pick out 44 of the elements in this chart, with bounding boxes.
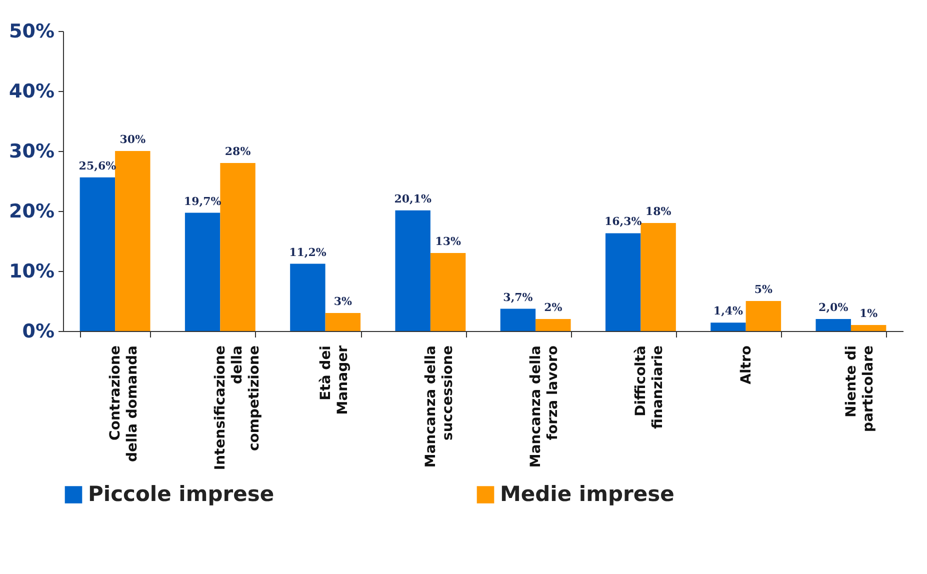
bar <box>746 301 782 331</box>
data-label: 28% <box>224 145 252 158</box>
data-label: 2,0% <box>818 301 849 314</box>
bar <box>500 308 536 331</box>
bar <box>395 210 430 331</box>
data-label: 18% <box>645 205 672 218</box>
bar <box>850 325 886 331</box>
bar <box>80 177 116 331</box>
bar <box>430 253 466 331</box>
x-tick-label: Altro <box>738 345 754 384</box>
bar <box>325 313 361 331</box>
data-label: 16,3% <box>604 215 642 228</box>
bar <box>640 223 676 331</box>
data-label: 3,7% <box>503 290 534 304</box>
bar <box>710 322 746 331</box>
y-tick-label: 50% <box>9 20 54 42</box>
x-tick-label: Età dei Manager <box>318 345 351 415</box>
bar <box>184 212 220 331</box>
data-label: 1,4% <box>713 304 744 318</box>
y-tick-label: 10% <box>9 260 54 282</box>
bar <box>605 233 641 331</box>
data-label: 13% <box>435 235 462 248</box>
data-label: 30% <box>120 133 146 146</box>
y-tick-label: 30% <box>9 140 54 162</box>
bar <box>816 319 851 331</box>
data-label: 20,1% <box>394 192 432 206</box>
data-label: 2% <box>544 301 563 314</box>
data-label: 11,2% <box>289 246 327 259</box>
bar <box>220 163 256 331</box>
data-label: 3% <box>334 295 353 308</box>
y-tick-label: 20% <box>9 200 54 222</box>
y-tick-label: 0% <box>22 320 54 342</box>
x-tick-label: Mancanza della successione <box>422 346 456 468</box>
legend-label: Piccole imprese <box>88 482 274 506</box>
x-tick-label: Difficoltà finanziarie <box>633 346 666 429</box>
bar <box>290 264 326 331</box>
x-tick-label: Niente di particolare <box>843 346 876 432</box>
data-label: 5% <box>754 283 774 296</box>
y-tick-label: 40% <box>9 80 54 102</box>
bar <box>536 319 571 331</box>
x-tick-label: Contrazione della domanda <box>108 346 141 462</box>
data-label: 1% <box>860 307 878 320</box>
bar <box>115 151 150 331</box>
legend-label: Medie imprese <box>500 482 674 506</box>
